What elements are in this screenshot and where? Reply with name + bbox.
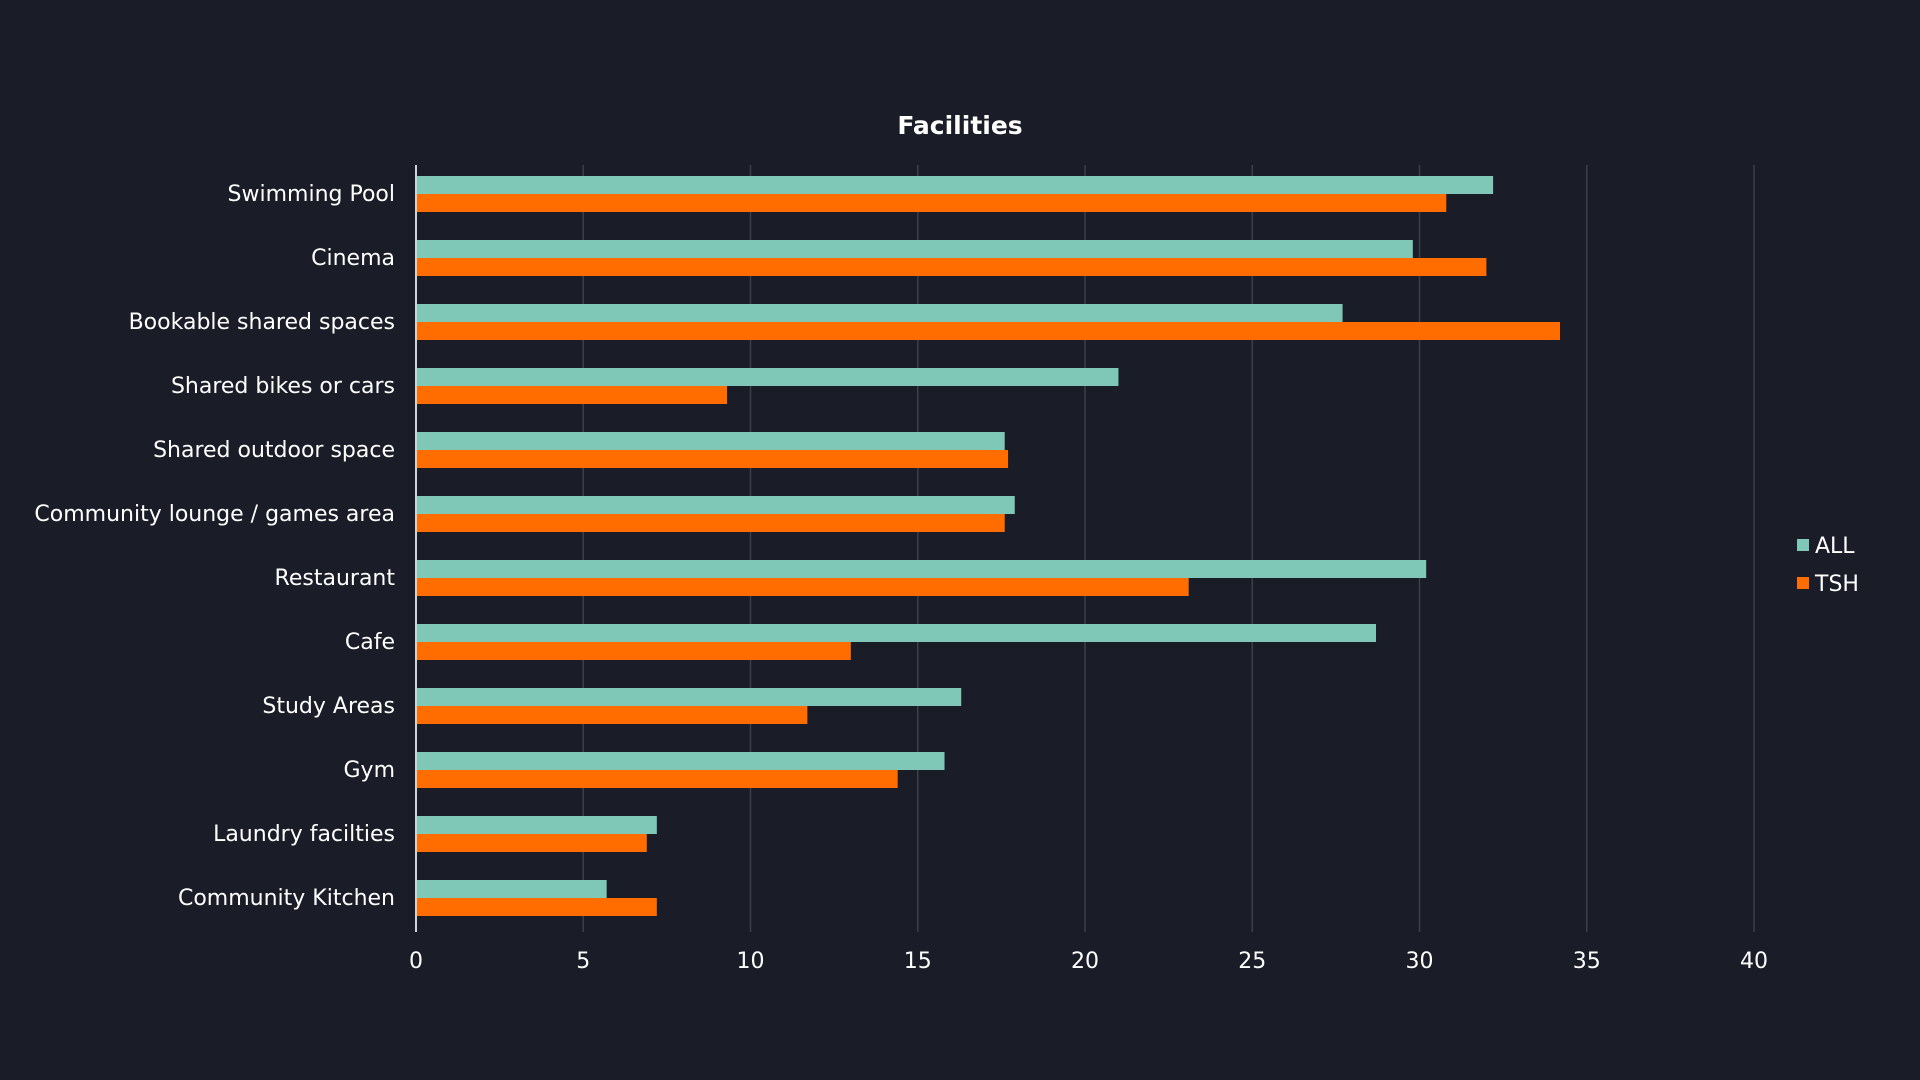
- bar-all: [416, 176, 1494, 194]
- legend-swatch-all: [1797, 539, 1809, 551]
- legend-swatch-tsh: [1797, 577, 1809, 589]
- category-label: Shared outdoor space: [153, 438, 395, 463]
- bar-tsh: [416, 642, 851, 660]
- bar-tsh: [416, 386, 728, 404]
- bar-all: [416, 368, 1119, 386]
- bars-layer: [416, 176, 1560, 916]
- legend: ALL TSH: [1797, 534, 1859, 597]
- category-label: Restaurant: [275, 566, 396, 591]
- bar-tsh: [416, 578, 1189, 596]
- category-label: Cinema: [311, 246, 395, 271]
- category-label: Shared bikes or cars: [171, 374, 395, 399]
- bar-tsh: [416, 706, 808, 724]
- bar-all: [416, 304, 1343, 322]
- x-tick-label: 25: [1238, 949, 1266, 974]
- bar-all: [416, 688, 962, 706]
- bar-all: [416, 624, 1377, 642]
- bar-all: [416, 880, 607, 898]
- bar-tsh: [416, 322, 1560, 340]
- bar-all: [416, 496, 1015, 514]
- bar-tsh: [416, 898, 657, 916]
- category-label: Cafe: [345, 630, 395, 655]
- x-tick-label: 0: [409, 949, 423, 974]
- x-tick-label: 40: [1740, 949, 1768, 974]
- bar-all: [416, 560, 1427, 578]
- x-axis-ticks: 0 5 10 15 20 25 30 35 40: [409, 949, 1768, 974]
- bar-all: [416, 432, 1005, 450]
- category-label: Community lounge / games area: [34, 502, 395, 527]
- bar-tsh: [416, 450, 1009, 468]
- category-label: Gym: [344, 758, 396, 783]
- category-label: Bookable shared spaces: [129, 310, 395, 335]
- x-tick-label: 30: [1406, 949, 1434, 974]
- bar-all: [416, 816, 657, 834]
- legend-label: ALL: [1815, 534, 1855, 559]
- x-tick-label: 20: [1071, 949, 1099, 974]
- bar-all: [416, 240, 1413, 258]
- bar-all: [416, 752, 945, 770]
- x-tick-label: 5: [576, 949, 590, 974]
- category-label: Community Kitchen: [178, 886, 395, 911]
- x-tick-label: 15: [904, 949, 932, 974]
- bar-tsh: [416, 770, 898, 788]
- x-tick-label: 10: [737, 949, 765, 974]
- category-labels: Swimming Pool Cinema Bookable shared space…: [34, 182, 395, 911]
- category-label: Laundry facilties: [213, 822, 395, 847]
- legend-label: TSH: [1814, 572, 1859, 597]
- category-label: Study Areas: [262, 694, 395, 719]
- bar-tsh: [416, 514, 1005, 532]
- x-tick-label: 35: [1573, 949, 1601, 974]
- bar-tsh: [416, 194, 1447, 212]
- bar-tsh: [416, 258, 1487, 276]
- chart-title: Facilities: [897, 111, 1022, 140]
- category-label: Swimming Pool: [228, 182, 395, 207]
- grid-layer: [582, 165, 1755, 932]
- bar-tsh: [416, 834, 647, 852]
